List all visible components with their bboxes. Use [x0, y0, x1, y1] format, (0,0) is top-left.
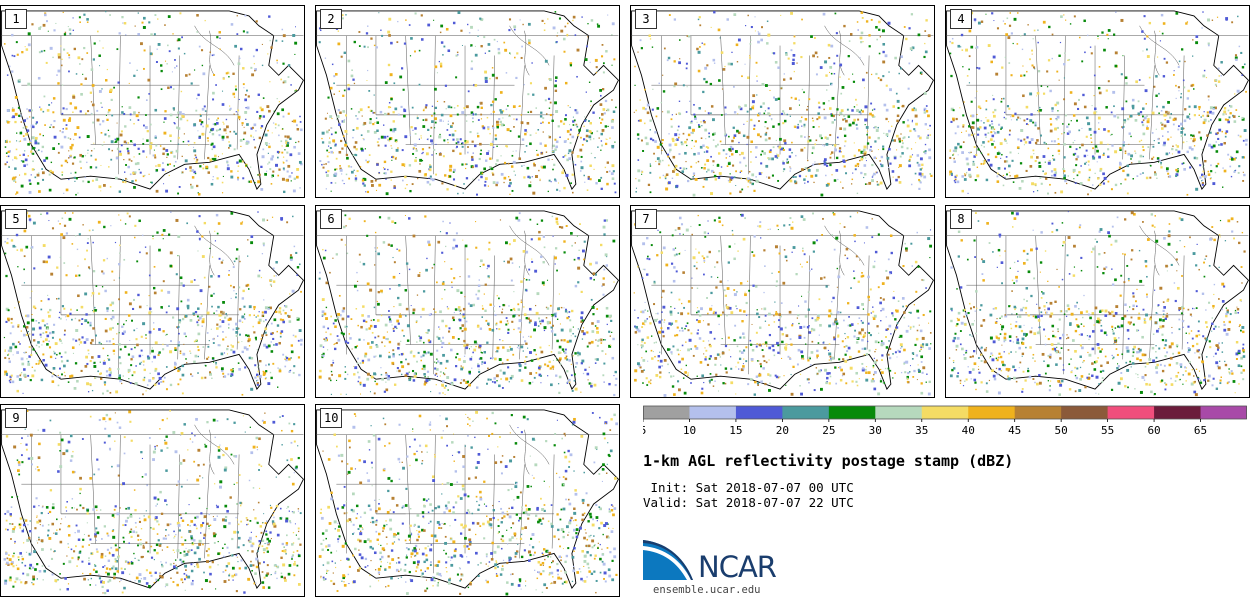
ncar-wordmark: NCAR [698, 550, 777, 584]
colorbar-segment [1014, 406, 1062, 419]
colorbar-tick-label: 5 [643, 424, 646, 435]
colorbar-segment [1200, 406, 1247, 419]
ensemble-member-panel: 3 [630, 5, 935, 198]
colorbar-tick-label: 65 [1194, 424, 1207, 435]
ensemble-member-panel: 6 [315, 205, 620, 398]
member-number: 8 [950, 209, 972, 229]
conus-reflectivity-map [316, 10, 619, 196]
reflectivity-colorbar: 5 10 15 20 25 30 35 40 45 50 55 60 65 [643, 405, 1247, 435]
conus-reflectivity-map [631, 10, 934, 197]
colorbar-segment [1061, 406, 1109, 419]
ensemble-member-panel: 10 [315, 404, 620, 597]
ensemble-member-panel: 5 [0, 205, 305, 398]
member-number: 10 [320, 408, 343, 428]
colorbar-tick-label: 10 [683, 424, 696, 435]
init-time: Init: Sat 2018-07-07 00 UTC [643, 480, 854, 495]
ncar-swoosh-icon [643, 540, 693, 580]
colorbar-segment [1107, 406, 1155, 419]
member-number: 5 [5, 209, 27, 229]
colorbar-segment [921, 406, 969, 419]
ensemble-member-panel: 8 [945, 205, 1250, 398]
member-number: 1 [5, 9, 27, 29]
colorbar-tick-label: 45 [1008, 424, 1021, 435]
conus-reflectivity-map [1, 210, 304, 396]
member-number: 7 [635, 209, 657, 229]
colorbar-segment [735, 406, 783, 419]
colorbar-tick-label: 20 [776, 424, 789, 435]
conus-reflectivity-map [1, 409, 304, 595]
colorbar-tick-label: 40 [962, 424, 975, 435]
colorbar-segment [828, 406, 876, 419]
colorbar-tick-label: 30 [869, 424, 882, 435]
colorbar-tick-label: 55 [1101, 424, 1114, 435]
ensemble-member-panel: 9 [0, 404, 305, 597]
colorbar-tick-label: 15 [729, 424, 742, 435]
member-number: 9 [5, 408, 27, 428]
ensemble-member-panel: 7 [630, 205, 935, 398]
ensemble-url[interactable]: ensemble.ucar.edu [653, 584, 761, 596]
ensemble-member-panel: 4 [945, 5, 1250, 198]
figure-title: 1-km AGL reflectivity postage stamp (dBZ… [643, 452, 1014, 470]
member-number: 3 [635, 9, 657, 29]
conus-reflectivity-map [1, 10, 304, 196]
colorbar-tick-label: 35 [915, 424, 928, 435]
conus-reflectivity-map [316, 210, 619, 397]
colorbar-tick-label: 60 [1147, 424, 1160, 435]
conus-reflectivity-map [631, 210, 934, 397]
colorbar-segment [875, 406, 923, 419]
colorbar-segment [1154, 406, 1202, 419]
member-number: 4 [950, 9, 972, 29]
conus-reflectivity-map [316, 409, 619, 596]
conus-reflectivity-map [946, 210, 1249, 397]
ensemble-member-panel: 1 [0, 5, 305, 198]
member-number: 6 [320, 209, 342, 229]
colorbar-segment [782, 406, 830, 419]
colorbar-tick-label: 50 [1055, 424, 1068, 435]
valid-time: Valid: Sat 2018-07-07 22 UTC [643, 495, 854, 510]
colorbar-segment [689, 406, 737, 419]
ncar-logo: NCAR ensemble.ucar.edu [643, 540, 803, 596]
colorbar-tick-label: 25 [822, 424, 835, 435]
member-number: 2 [320, 9, 342, 29]
ensemble-member-panel: 2 [315, 5, 620, 198]
conus-reflectivity-map [946, 10, 1249, 196]
colorbar-segment [968, 406, 1016, 419]
colorbar-segment [643, 406, 690, 419]
